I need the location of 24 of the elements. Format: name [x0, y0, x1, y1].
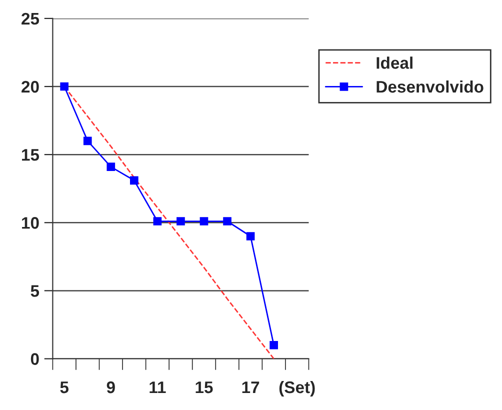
legend-label: Desenvolvido: [376, 80, 484, 93]
point: [153, 217, 162, 226]
point: [83, 136, 92, 146]
point: [246, 232, 255, 240]
point: [130, 176, 138, 185]
point: [176, 217, 185, 226]
point: [270, 340, 278, 350]
point: [223, 217, 232, 226]
point: [60, 82, 69, 91]
x-tick-label: 5: [60, 382, 69, 394]
point: [106, 162, 116, 171]
y-tick-label: 25: [22, 12, 40, 25]
x-tick-label: (Set): [279, 380, 315, 397]
x-tick-label: 9: [106, 381, 115, 394]
y-tick-label: 10: [22, 217, 39, 229]
y-tick-label: 15: [22, 149, 40, 161]
legend-label: Ideal: [376, 56, 412, 69]
x-tick-label: 17: [242, 382, 260, 394]
point: [200, 217, 208, 226]
x-tick-label: 11: [150, 382, 166, 394]
x-tick-label: 15: [196, 382, 213, 394]
y-tick-label: 20: [22, 80, 39, 93]
y-tick-label: 0: [30, 353, 39, 365]
y-tick-label: 5: [30, 285, 40, 297]
